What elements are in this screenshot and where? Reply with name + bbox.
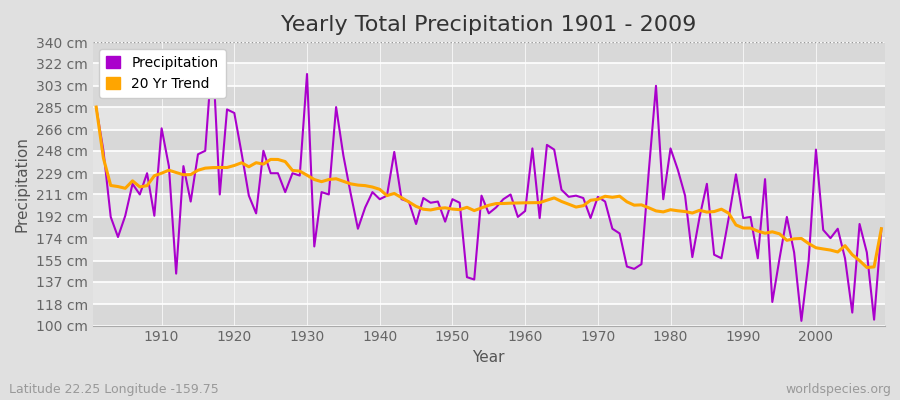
Bar	[93, 238, 885, 261]
Y-axis label: Precipitation: Precipitation	[15, 136, 30, 232]
Bar	[93, 151, 885, 173]
20 Yr Trend	[353, 183, 364, 188]
20 Yr Trend	[309, 177, 320, 182]
Legend: Precipitation, 20 Yr Trend: Precipitation, 20 Yr Trend	[100, 49, 226, 98]
Precipitation	[91, 105, 102, 110]
20 Yr Trend	[91, 105, 102, 110]
Line: 20 Yr Trend: 20 Yr Trend	[96, 107, 881, 268]
Precipitation	[316, 190, 327, 194]
Bar	[93, 282, 885, 304]
20 Yr Trend	[519, 200, 530, 205]
Title: Yearly Total Precipitation 1901 - 2009: Yearly Total Precipitation 1901 - 2009	[281, 15, 697, 35]
Bar	[93, 86, 885, 107]
20 Yr Trend	[512, 200, 523, 205]
Precipitation	[148, 213, 159, 218]
Text: Latitude 22.25 Longitude -159.75: Latitude 22.25 Longitude -159.75	[9, 383, 219, 396]
Bar	[93, 217, 885, 238]
Bar	[93, 107, 885, 130]
Precipitation	[207, 49, 218, 54]
Precipitation	[527, 146, 538, 151]
Bar	[93, 173, 885, 194]
X-axis label: Year: Year	[472, 350, 505, 365]
Precipitation	[796, 318, 806, 323]
20 Yr Trend	[607, 195, 617, 200]
20 Yr Trend	[148, 173, 159, 178]
Bar	[93, 42, 885, 63]
Bar	[93, 261, 885, 282]
Precipitation	[519, 209, 530, 214]
Bar	[93, 304, 885, 326]
Text: worldspecies.org: worldspecies.org	[785, 383, 891, 396]
Precipitation	[360, 205, 371, 210]
Bar	[93, 194, 885, 217]
Bar	[93, 63, 885, 86]
Line: Precipitation: Precipitation	[96, 52, 881, 321]
20 Yr Trend	[861, 265, 872, 270]
20 Yr Trend	[876, 226, 886, 231]
Precipitation	[876, 226, 886, 231]
Precipitation	[614, 231, 625, 236]
Bar	[93, 130, 885, 151]
